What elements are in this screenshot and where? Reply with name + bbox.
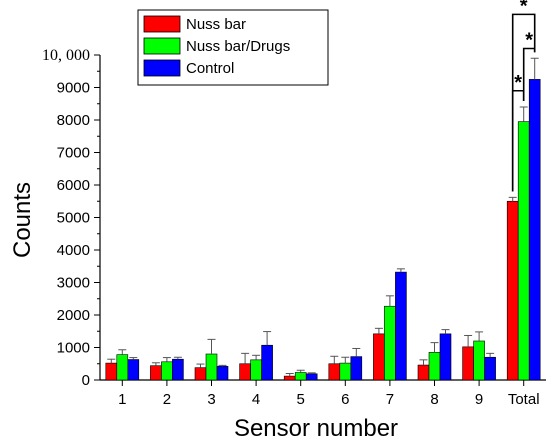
bar xyxy=(294,372,307,381)
x-tick-label: 3 xyxy=(207,391,215,408)
legend: Nuss bar Nuss bar/Drugs Control xyxy=(137,9,329,86)
significance-star: * xyxy=(525,30,533,52)
bar xyxy=(205,353,218,381)
x-tick-label: 1 xyxy=(118,391,126,408)
x-tick-label: 2 xyxy=(163,391,171,408)
bar xyxy=(194,367,207,381)
bar xyxy=(428,352,441,381)
bar xyxy=(350,356,363,381)
x-tick-label: 6 xyxy=(341,391,349,408)
y-axis: 0 1000 2000 3000 4000 5000 6000 7000 8000 9000 10,… xyxy=(42,47,100,389)
y-tick-label: 9000 xyxy=(57,80,90,97)
bar xyxy=(261,344,273,381)
bar xyxy=(339,362,352,381)
bar xyxy=(517,121,530,381)
y-tick-label: 6000 xyxy=(57,177,90,194)
bar xyxy=(439,333,452,381)
bar xyxy=(250,359,262,381)
y-tick-label: 10, 000 xyxy=(42,47,90,64)
bar xyxy=(328,363,341,381)
y-axis-title: Counts xyxy=(9,182,36,258)
bar xyxy=(127,359,140,381)
bar xyxy=(216,366,229,381)
plot-area xyxy=(99,55,546,381)
y-tick-label: 5000 xyxy=(57,210,90,227)
y-tick-label: 8000 xyxy=(57,112,90,129)
x-axis-title: Sensor number xyxy=(234,415,398,442)
bar xyxy=(161,361,173,381)
bar xyxy=(473,340,485,381)
legend-label: Control xyxy=(186,60,234,77)
bar xyxy=(305,373,318,381)
significance-star: * xyxy=(520,0,528,17)
bar xyxy=(506,200,519,381)
bar xyxy=(283,375,296,381)
significance-bracket xyxy=(511,13,536,192)
y-tick-label: 1000 xyxy=(57,340,90,357)
bars xyxy=(105,79,541,381)
legend-label: Nuss bar xyxy=(186,16,246,33)
bar xyxy=(105,362,118,381)
x-tick-label: 5 xyxy=(297,391,305,408)
significance-star: * xyxy=(514,72,522,94)
x-axis: 1 2 3 4 5 6 7 8 9 Total xyxy=(118,380,540,408)
bar xyxy=(373,333,385,381)
bar xyxy=(239,363,251,381)
x-tick-label: Total xyxy=(508,391,540,408)
legend-label: Nuss bar/Drugs xyxy=(186,38,290,55)
y-tick-label: 2000 xyxy=(57,307,90,324)
legend-swatch xyxy=(143,15,181,33)
bar xyxy=(172,358,184,381)
y-tick-label: 4000 xyxy=(57,242,90,259)
x-tick-label: 7 xyxy=(386,391,394,408)
bar xyxy=(462,346,474,381)
error-bars xyxy=(107,57,539,377)
bar xyxy=(395,271,407,381)
significance-brackets: *** xyxy=(511,0,536,192)
x-tick-label: 4 xyxy=(252,391,260,408)
bar xyxy=(384,305,396,381)
bar xyxy=(528,79,541,381)
y-tick-label: 7000 xyxy=(57,145,90,162)
bar xyxy=(417,364,430,381)
legend-swatch xyxy=(143,59,181,77)
bar xyxy=(484,356,496,381)
bar xyxy=(150,365,162,381)
legend-swatch xyxy=(143,37,181,55)
x-tick-label: 8 xyxy=(430,391,438,408)
bar xyxy=(116,354,129,381)
y-tick-label: 0 xyxy=(82,372,90,389)
y-tick-label: 3000 xyxy=(57,275,90,292)
x-tick-label: 9 xyxy=(475,391,483,408)
